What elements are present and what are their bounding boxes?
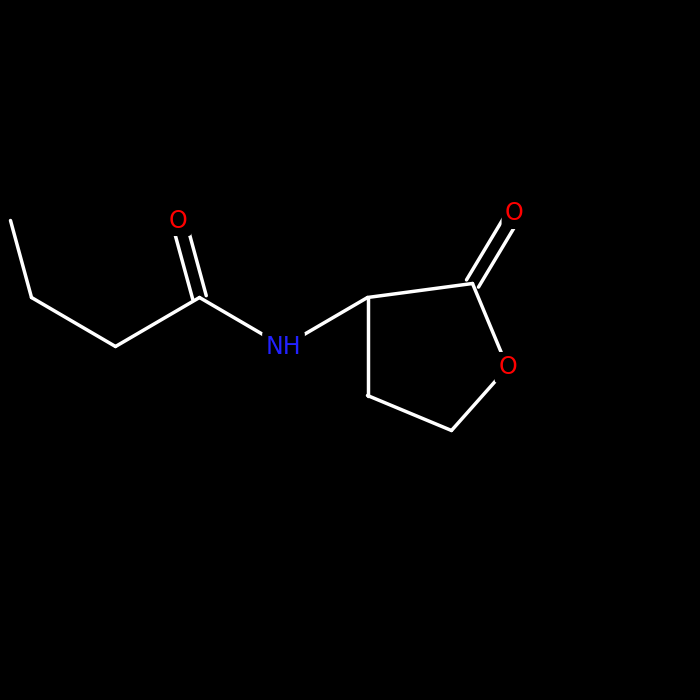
Text: NH: NH [266, 335, 301, 358]
Text: O: O [498, 356, 517, 379]
Text: O: O [169, 209, 188, 232]
Text: O: O [505, 202, 524, 225]
